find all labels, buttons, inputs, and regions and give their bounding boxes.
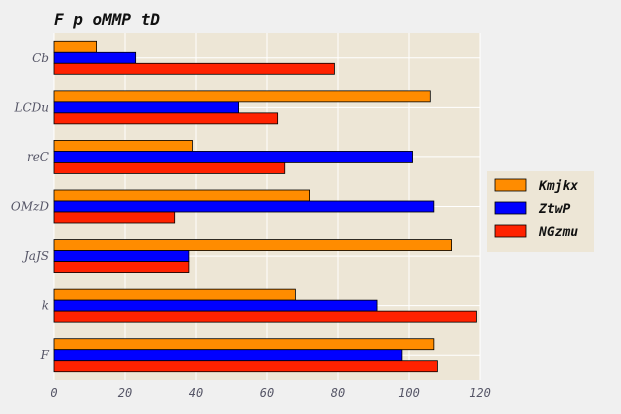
legend-swatch-ztwp xyxy=(494,201,527,215)
x-tick-labels: 0 20 40 60 80 100 120 xyxy=(50,386,490,400)
bar-ztwp-rec xyxy=(53,151,413,163)
bar-ngzmu-rec xyxy=(53,162,286,174)
legend-label-ztwp: ZtwP xyxy=(538,202,570,217)
y-tick-label: LCDu xyxy=(14,100,50,114)
legend-swatch-kmjkx xyxy=(494,178,527,192)
bar-ngzmu-f xyxy=(53,360,438,373)
bar-kmjkx-omzd xyxy=(53,189,311,202)
bars xyxy=(53,40,477,373)
x-tick-label: 120 xyxy=(469,386,491,400)
bar-ngzmu-k xyxy=(53,310,477,323)
bar-kmjkx-jajs xyxy=(53,239,453,251)
bar-ztwp-f xyxy=(53,349,403,362)
y-tick-label: Cb xyxy=(32,51,49,65)
y-tick-label: reC xyxy=(27,150,49,164)
x-tick-label: 80 xyxy=(331,386,345,400)
legend-label-ngzmu: NGzmu xyxy=(538,225,578,240)
legend: Kmjkx ZtwP NGzmu xyxy=(487,171,594,252)
bar-kmjkx-rec xyxy=(53,140,193,152)
bar-ztwp-omzd xyxy=(53,200,435,213)
y-tick-label: k xyxy=(42,299,49,313)
bar-ztwp-lcdu xyxy=(53,101,240,114)
bar-kmjkx-f xyxy=(53,338,435,351)
x-tick-label: 100 xyxy=(398,386,420,400)
x-tick-label: 20 xyxy=(118,386,132,400)
legend-swatch-ngzmu xyxy=(494,224,527,238)
x-tick-label: 40 xyxy=(189,386,203,400)
y-tick-label: F xyxy=(40,348,50,362)
bar-ztwp-k xyxy=(53,299,378,312)
bar-kmjkx-cb xyxy=(53,40,97,53)
bar-ztwp-cb xyxy=(53,51,137,64)
y-tick-labels: Fk JaJS OMzD reC LCDu Cb xyxy=(11,51,50,362)
bar-ngzmu-omzd xyxy=(53,211,176,224)
chart-title: F p oMMP tD xyxy=(54,10,160,29)
bar-kmjkx-lcdu xyxy=(53,90,431,103)
legend-label-kmjkx: Kmjkx xyxy=(538,179,578,194)
x-tick-label: 0 xyxy=(50,386,57,400)
bar-ngzmu-lcdu xyxy=(53,112,279,125)
y-tick-label: JaJS xyxy=(21,249,49,263)
bar-kmjkx-k xyxy=(53,288,296,301)
bar-ztwp-jajs xyxy=(53,250,190,262)
x-tick-label: 60 xyxy=(260,386,274,400)
bar-ngzmu-jajs xyxy=(53,261,190,273)
bar-ngzmu-cb xyxy=(53,62,335,75)
y-tick-label: OMzD xyxy=(11,200,49,214)
